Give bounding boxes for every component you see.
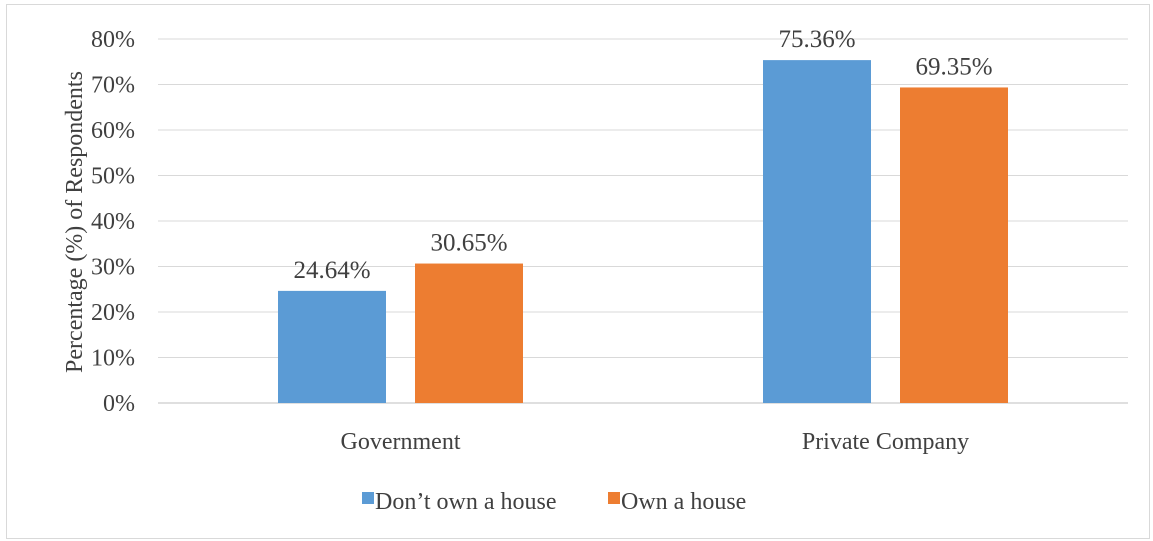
y-tick-label: 80% <box>91 27 135 53</box>
y-tick-label: 30% <box>91 255 135 281</box>
bar-0-1 <box>415 263 523 403</box>
legend: Don’t own a house Own a house <box>362 489 746 515</box>
y-tick-label: 0% <box>103 391 135 417</box>
y-tick-label: 20% <box>91 300 135 326</box>
y-tick-label: 40% <box>91 209 135 235</box>
bars <box>278 60 1008 404</box>
category-label: Government <box>341 429 461 455</box>
y-tick-label: 60% <box>91 118 135 144</box>
legend-label: Don’t own a house <box>375 489 557 515</box>
y-tick-label: 50% <box>91 164 135 190</box>
bar-1-0 <box>763 60 871 403</box>
category-label: Private Company <box>802 429 969 455</box>
data-label: 24.64% <box>293 257 370 284</box>
bar-0-0 <box>278 290 386 403</box>
data-label: 30.65% <box>430 230 507 257</box>
bar-1-1 <box>900 87 1008 404</box>
y-tick-label: 10% <box>91 346 135 372</box>
data-label: 69.35% <box>915 53 992 80</box>
data-label: 75.36% <box>778 26 855 53</box>
data-labels: 24.64% 30.65% 75.36% 69.35% <box>293 26 992 284</box>
y-axis-title: Percentage (%) of Respondents <box>62 71 88 373</box>
legend-label: Own a house <box>621 489 746 515</box>
legend-swatch <box>362 492 374 504</box>
legend-swatch <box>608 492 620 504</box>
y-tick-label: 70% <box>91 73 135 99</box>
x-axis-categories: Government Private Company <box>341 429 970 455</box>
y-axis-ticks: 0% 10% 20% 30% 40% 50% 60% 70% 80% <box>91 27 135 417</box>
